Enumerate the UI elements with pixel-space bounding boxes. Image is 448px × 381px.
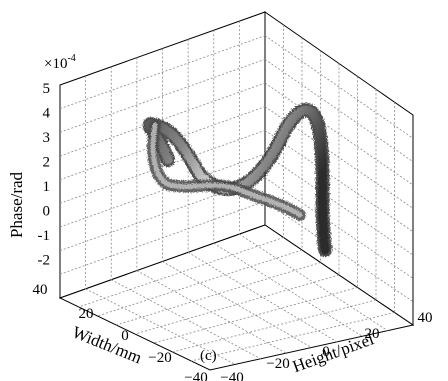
grid-line: [162, 261, 312, 348]
grid-line: [172, 299, 377, 353]
y-tick-label: −20: [148, 350, 171, 366]
z-tick-label: 3: [43, 130, 51, 146]
y-tick-label: 40: [33, 282, 48, 298]
x-tick-label: 0: [322, 344, 330, 360]
grid-line: [59, 82, 266, 157]
z-multiplier: ×10-4: [44, 53, 76, 72]
z-tick-labels: 5 4 3 2 1 0 -1 -2: [38, 81, 51, 269]
z-tick-label: 5: [43, 81, 51, 97]
phase-curve: [142, 103, 332, 257]
grid-line: [264, 59, 414, 162]
y-tick-labels: 40 20 0 −20 −40: [33, 282, 208, 381]
grid-line: [153, 287, 358, 344]
z-tick-label: 0: [43, 204, 51, 220]
y-tick-label: 0: [121, 328, 129, 344]
curve-band-lower-light: [150, 122, 303, 218]
grid-line: [191, 312, 395, 362]
grid-line: [59, 35, 266, 110]
grid-line: [59, 129, 266, 204]
z-multiplier-exponent: -4: [67, 53, 75, 64]
panel-label: (c): [200, 348, 217, 364]
z-tick-label: -2: [38, 253, 51, 269]
x-tick-label: −20: [266, 356, 289, 372]
z-tick-label: -1: [38, 228, 51, 244]
z-tick-label: 4: [43, 106, 51, 122]
z-tick-label: 2: [43, 155, 51, 171]
grid-line: [213, 242, 363, 337]
y-tick-label: −40: [184, 370, 207, 381]
x-tick-labels: −40 −20 0 20 40: [220, 310, 432, 381]
x-tick-label: 20: [365, 326, 380, 342]
floor: [58, 224, 415, 371]
grid-line: [116, 262, 321, 326]
grid-line: [264, 82, 414, 186]
grid-line: [239, 233, 388, 331]
z-tick-label: 1: [43, 179, 51, 195]
grid-line: [134, 274, 340, 335]
grid-line: [111, 279, 261, 360]
grid-line: [59, 58, 266, 133]
x-tick-label: −40: [220, 370, 243, 381]
x-tick-label: 40: [418, 310, 433, 326]
grid-line: [187, 252, 338, 343]
z-axis-label: Phase/rad: [7, 171, 26, 238]
y-tick-label: 20: [79, 306, 94, 322]
